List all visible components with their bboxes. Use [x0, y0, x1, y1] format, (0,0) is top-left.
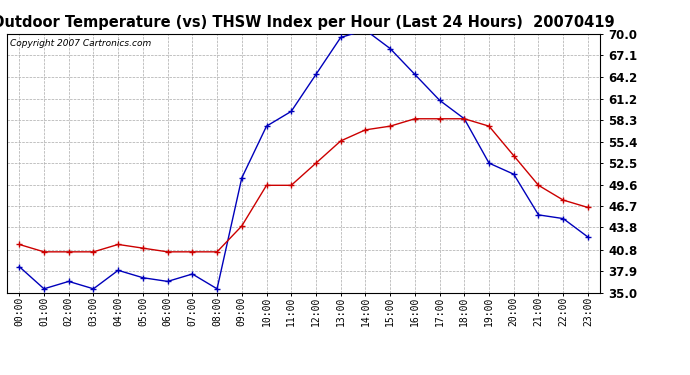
- Text: Outdoor Temperature (vs) THSW Index per Hour (Last 24 Hours)  20070419: Outdoor Temperature (vs) THSW Index per …: [0, 15, 615, 30]
- Text: Copyright 2007 Cartronics.com: Copyright 2007 Cartronics.com: [10, 39, 151, 48]
